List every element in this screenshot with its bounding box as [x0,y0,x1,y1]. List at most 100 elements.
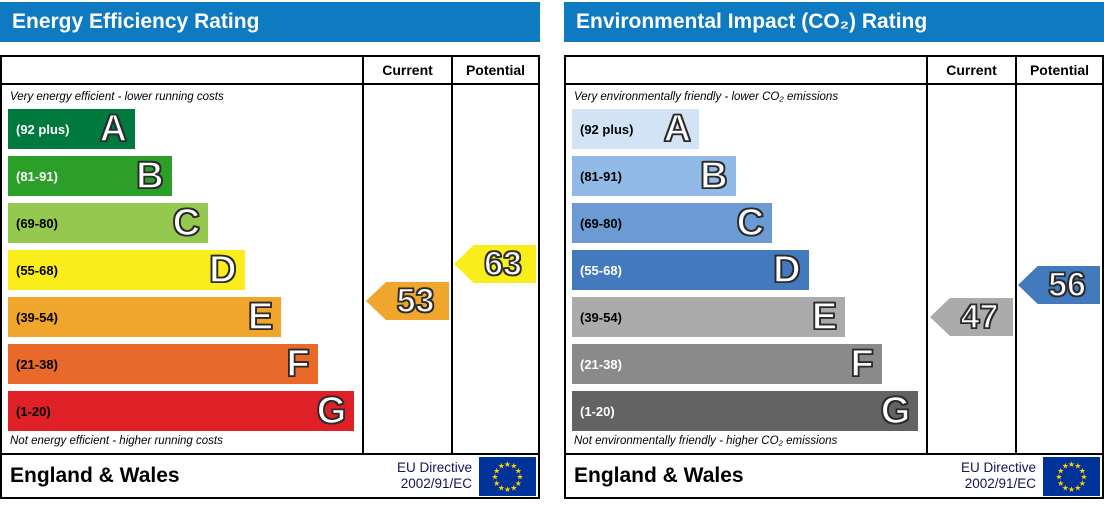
environmental-band-b: (81-91) B [572,156,736,196]
svg-text:★: ★ [1055,472,1062,481]
svg-text:★: ★ [1074,461,1081,470]
svg-text:★: ★ [1057,478,1064,487]
energy-potential-column: 63 [451,85,538,453]
svg-text:★: ★ [504,485,511,494]
svg-text:★: ★ [1074,483,1081,492]
energy-current-value: 53 [396,282,435,320]
energy-top-caption: Very energy efficient - lower running co… [10,91,224,103]
band-range-label: (69-80) [16,215,58,231]
svg-text:★: ★ [1068,460,1075,469]
eu-directive-line1: EU Directive [960,460,1036,476]
band-range-label: (1-20) [580,403,615,419]
energy-table-footer: England & Wales EU Directive 2002/91/EC … [2,453,538,497]
energy-potential-value: 63 [483,245,522,283]
environmental-band-e: (39-54) E [572,296,846,338]
svg-text:★: ★ [1057,466,1064,475]
energy-table-header: Current Potential [2,57,538,85]
eu-directive-line2: 2002/91/EC [964,476,1036,491]
eu-directive-text: EU Directive 2002/91/EC [961,460,1036,491]
current-column-header: Current [926,57,1015,83]
environmental-band-f: (21-38) F [572,344,882,384]
environmental-band-d: (55-68) D [572,250,809,290]
environmental-band-a: (92 plus) A [572,108,700,150]
band-range-label: (92 plus) [16,121,70,137]
svg-text:★: ★ [493,466,500,475]
svg-text:★: ★ [1062,461,1069,470]
energy-band-a: (92 plus) A [8,108,136,150]
svg-text:★: ★ [498,483,505,492]
energy-efficiency-panel: Energy Efficiency Rating Current Potenti… [0,0,540,499]
band-letter: E [247,296,274,338]
environmental-bottom-caption: Not environmentally friendly - higher CO… [574,435,838,447]
band-range-label: (21-38) [580,356,622,372]
environmental-panel-title: Environmental Impact (CO₂) Rating [564,2,1104,42]
band-letter: D [208,249,237,291]
band-range-label: (69-80) [580,215,622,231]
energy-band-f: (21-38) F [8,344,318,384]
energy-current-arrow: 53 [366,282,449,320]
energy-rating-table: Current Potential Very energy efficient … [0,55,540,499]
band-range-label: (55-68) [580,262,622,278]
band-letter: D [772,249,801,291]
potential-column-header: Potential [451,57,538,83]
environmental-band-list: (92 plus) A (81-91) B (69-80) C (55-68 [572,109,920,431]
environmental-table-body: Very environmentally friendly - lower CO… [566,85,1102,453]
environmental-band-c: (69-80) C [572,202,773,244]
energy-bottom-caption: Not energy efficient - higher running co… [10,435,223,447]
energy-band-e: (39-54) E [8,296,282,338]
energy-band-b: (81-91) B [8,156,172,196]
band-letter: E [811,296,838,338]
svg-text:★: ★ [1068,485,1075,494]
environmental-current-column: 47 [926,85,1015,453]
eu-directive-cell: EU Directive 2002/91/EC ★ ★ ★ ★ ★ ★ ★ ★ ★ ★ ★ ★ [926,455,1102,497]
svg-text:★: ★ [510,461,517,470]
svg-text:★: ★ [515,466,522,475]
environmental-potential-column: 56 [1015,85,1102,453]
svg-text:★: ★ [1080,472,1087,481]
band-letter: F [850,343,875,385]
energy-band-d: (55-68) D [8,250,245,290]
band-letter: A [99,108,128,150]
environmental-potential-arrow: 56 [1018,266,1100,304]
environmental-top-caption: Very environmentally friendly - lower CO… [574,91,839,103]
environmental-impact-panel: Environmental Impact (CO₂) Rating Curren… [564,0,1104,499]
eu-flag-icon: ★ ★★ ★★★ ★★★ ★★★ [479,456,536,496]
region-label: England & Wales [574,464,744,487]
energy-current-column: 53 [362,85,451,453]
band-letter: C [736,202,765,244]
band-letter: A [663,108,692,150]
band-range-label: (21-38) [16,356,58,372]
environmental-table-footer: England & Wales EU Directive 2002/91/EC … [566,453,1102,497]
empty-header-cell [566,57,926,83]
environmental-potential-value: 56 [1047,266,1086,304]
eu-flag-icon: ★ ★★ ★★★ ★★★ ★★★ [1043,456,1100,496]
svg-text:★: ★ [1062,483,1069,492]
energy-band-g: (1-20) G [8,390,355,432]
band-letter: F [286,343,311,385]
environmental-band-g: (1-20) G [572,391,919,431]
energy-panel-title: Energy Efficiency Rating [0,2,540,42]
band-letter: G [316,390,347,432]
svg-text:★: ★ [515,478,522,487]
svg-text:★: ★ [516,472,523,481]
band-letter: B [135,155,164,197]
eu-directive-text: EU Directive 2002/91/EC [397,460,472,491]
band-range-label: (1-20) [16,403,51,419]
energy-band-chart: Very energy efficient - lower running co… [2,85,362,453]
svg-text:★: ★ [493,478,500,487]
band-letter: B [699,155,728,197]
energy-table-body: Very energy efficient - lower running co… [2,85,538,453]
band-range-label: (81-91) [580,168,622,184]
svg-text:★: ★ [510,483,517,492]
band-range-label: (39-54) [16,309,58,325]
eu-directive-cell: EU Directive 2002/91/EC ★ ★ ★ ★ ★ ★ ★ ★ ★ ★ ★ ★ [362,455,538,497]
environmental-current-arrow: 47 [930,298,1013,336]
band-letter: C [172,202,201,244]
svg-text:★: ★ [1079,466,1086,475]
energy-potential-arrow: 63 [454,245,536,283]
band-range-label: (81-91) [16,168,58,184]
svg-text:★: ★ [498,461,505,470]
svg-text:★: ★ [491,472,498,481]
empty-header-cell [2,57,362,83]
